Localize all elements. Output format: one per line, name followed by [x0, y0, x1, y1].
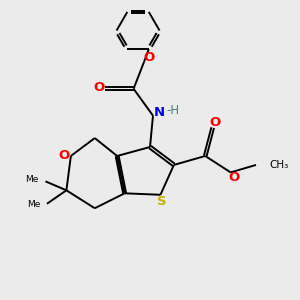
Text: O: O: [59, 149, 70, 163]
Text: O: O: [144, 51, 155, 64]
Text: N: N: [153, 106, 164, 118]
Text: CH₃: CH₃: [269, 160, 289, 170]
Text: O: O: [209, 116, 221, 129]
Text: S: S: [157, 195, 167, 208]
Text: O: O: [94, 81, 105, 94]
Text: -H: -H: [167, 104, 180, 117]
Text: Me: Me: [26, 176, 39, 184]
Text: O: O: [228, 171, 239, 184]
Text: Me: Me: [27, 200, 40, 209]
